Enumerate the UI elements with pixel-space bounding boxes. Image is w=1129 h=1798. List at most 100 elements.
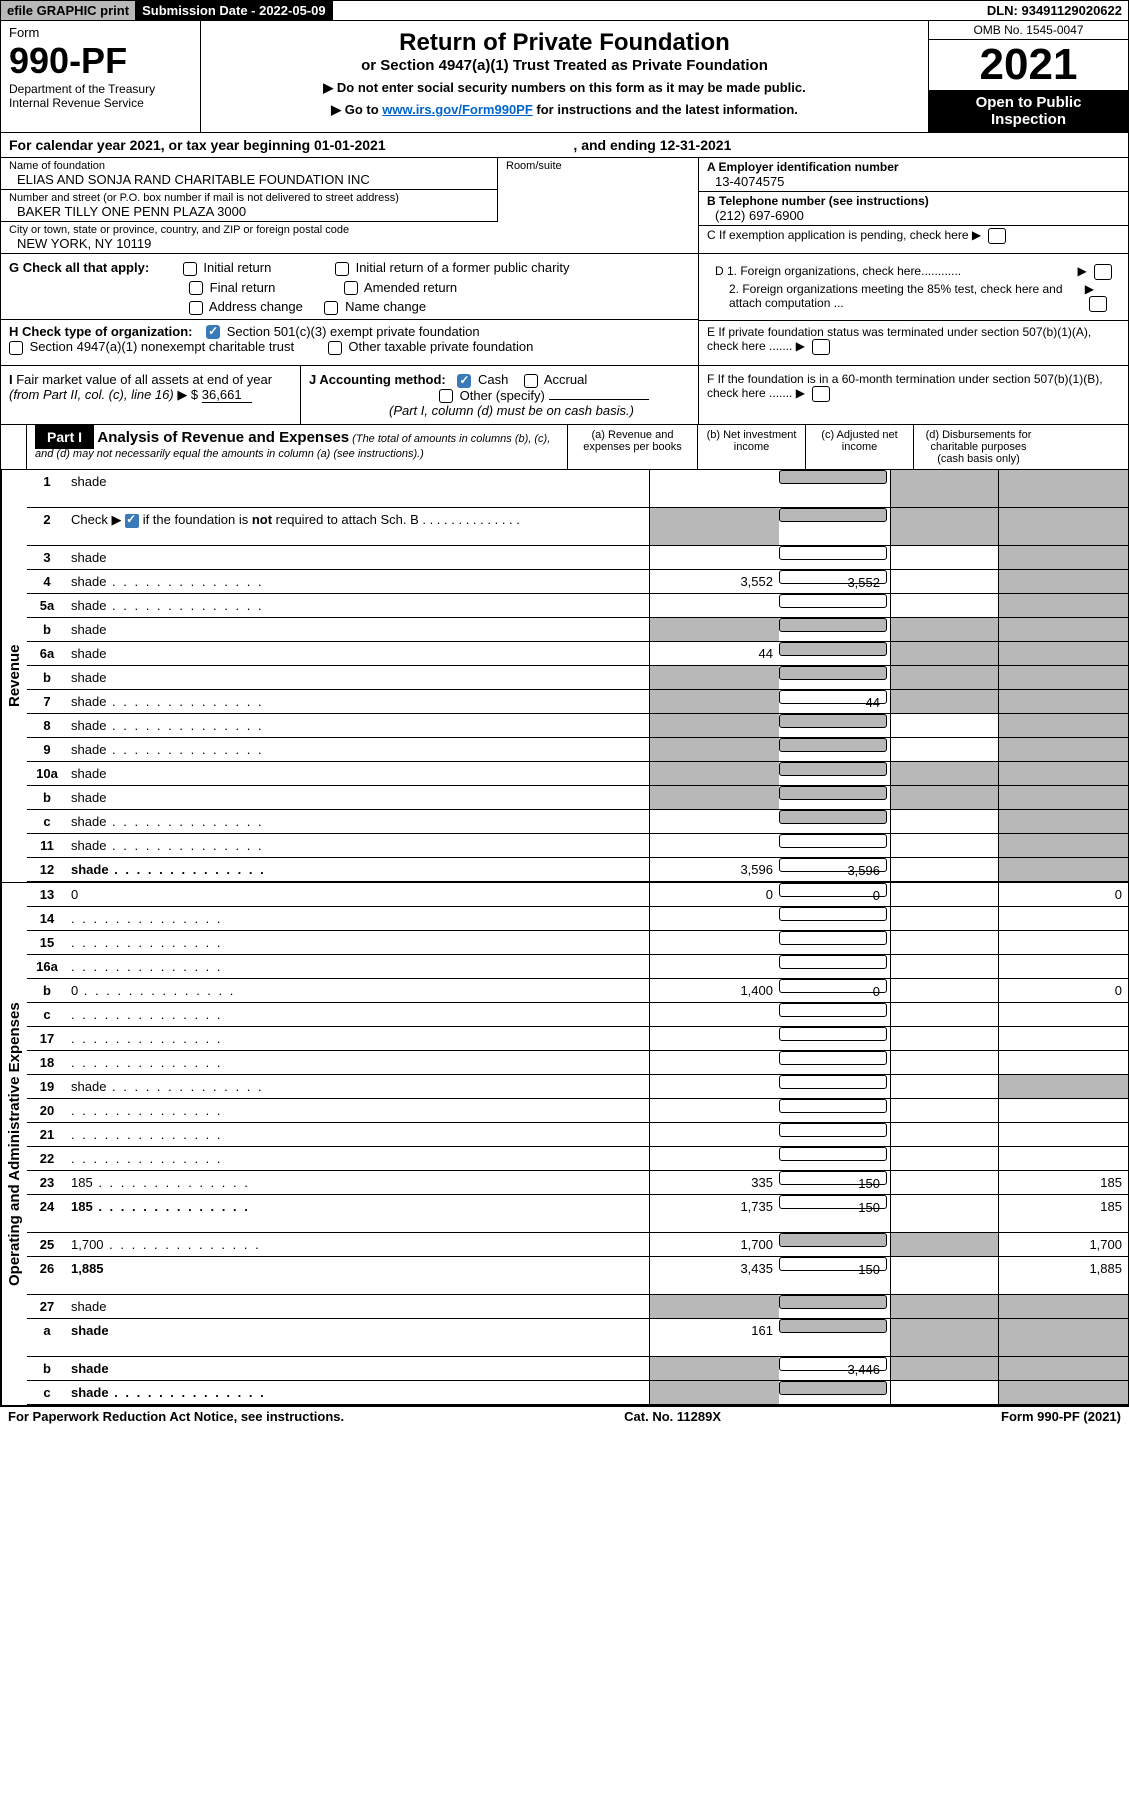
table-row: 24 185 1,735150185 xyxy=(27,1195,1128,1233)
table-cell: 0 xyxy=(998,979,1128,1002)
table-cell xyxy=(779,1147,887,1161)
table-row: c shade xyxy=(27,810,1128,834)
table-cell xyxy=(779,907,887,921)
ein-value: 13-4074575 xyxy=(707,174,1120,189)
table-cell xyxy=(779,1381,887,1395)
irs-link[interactable]: www.irs.gov/Form990PF xyxy=(382,102,533,117)
line-description: 185 xyxy=(67,1195,649,1232)
table-cell xyxy=(649,955,779,978)
table-cell xyxy=(998,1319,1128,1356)
501c3-cb[interactable] xyxy=(206,325,220,339)
table-cell xyxy=(779,594,887,608)
table-cell xyxy=(998,738,1128,761)
cat-no: Cat. No. 11289X xyxy=(624,1409,721,1424)
amended-cb[interactable] xyxy=(344,281,358,295)
e-label: E If private foundation status was termi… xyxy=(707,325,1091,353)
table-cell xyxy=(779,642,887,656)
table-cell xyxy=(649,1099,779,1122)
table-cell xyxy=(890,883,998,906)
line-description: 0 xyxy=(67,883,649,906)
addr-change-cb[interactable] xyxy=(189,301,203,315)
initial-return-cb[interactable] xyxy=(183,262,197,276)
table-row: 10a shade xyxy=(27,762,1128,786)
line-description: shade xyxy=(67,1295,649,1318)
line-number: 27 xyxy=(27,1295,67,1318)
line-number: 12 xyxy=(27,858,67,881)
irs-label: Internal Revenue Service xyxy=(9,96,192,110)
line-description: 1,885 xyxy=(67,1257,649,1294)
table-cell xyxy=(779,1233,887,1247)
table-cell xyxy=(998,690,1128,713)
line-number: 11 xyxy=(27,834,67,857)
form-subtitle: or Section 4947(a)(1) Trust Treated as P… xyxy=(209,57,920,74)
ssn-note: ▶ Do not enter social security numbers o… xyxy=(209,80,920,96)
table-cell xyxy=(649,786,779,809)
table-row: 6a shade 44 xyxy=(27,642,1128,666)
room-suite-label: Room/suite xyxy=(498,158,698,222)
table-cell xyxy=(779,786,887,800)
table-cell xyxy=(779,1003,887,1017)
line-number: c xyxy=(27,1003,67,1026)
line-number: 24 xyxy=(27,1195,67,1232)
table-cell xyxy=(779,955,887,969)
address-label: Number and street (or P.O. box number if… xyxy=(9,192,489,204)
d1-checkbox[interactable] xyxy=(1094,264,1112,280)
table-cell: 3,552 xyxy=(649,570,779,593)
expense-section: Operating and Administrative Expenses 13… xyxy=(0,883,1129,1406)
table-cell xyxy=(998,714,1128,737)
4947-cb[interactable] xyxy=(9,341,23,355)
table-cell xyxy=(649,1123,779,1146)
other-method-cb[interactable] xyxy=(439,389,453,403)
foundation-name: ELIAS AND SONJA RAND CHARITABLE FOUNDATI… xyxy=(9,172,489,187)
form-header: Form 990-PF Department of the Treasury I… xyxy=(0,21,1129,133)
line-number: 5a xyxy=(27,594,67,617)
line-number: 14 xyxy=(27,907,67,930)
table-cell xyxy=(649,1381,779,1404)
line-description xyxy=(67,1003,649,1026)
table-row: 16a xyxy=(27,955,1128,979)
accrual-cb[interactable] xyxy=(524,374,538,388)
table-cell xyxy=(779,810,887,824)
col-a-header: (a) Revenue and expenses per books xyxy=(567,425,697,469)
e-checkbox[interactable] xyxy=(812,339,830,355)
table-row: 21 xyxy=(27,1123,1128,1147)
other-tax-cb[interactable] xyxy=(328,341,342,355)
name-change-cb[interactable] xyxy=(324,301,338,315)
table-cell xyxy=(890,1381,998,1404)
table-cell xyxy=(649,1147,779,1170)
final-return-cb[interactable] xyxy=(189,281,203,295)
line-number: a xyxy=(27,1319,67,1356)
table-cell xyxy=(998,546,1128,569)
cash-cb[interactable] xyxy=(457,374,471,388)
line-description: Check ▶ if the foundation is not require… xyxy=(67,508,649,545)
table-cell xyxy=(779,618,887,632)
table-row: 17 xyxy=(27,1027,1128,1051)
table-cell: 3,596 xyxy=(779,858,887,872)
line-description: shade xyxy=(67,834,649,857)
f-checkbox[interactable] xyxy=(812,386,830,402)
g-label: G Check all that apply: xyxy=(9,260,149,275)
d2-checkbox[interactable] xyxy=(1089,296,1107,312)
table-cell xyxy=(779,1099,887,1113)
table-cell xyxy=(649,1003,779,1026)
line-number: c xyxy=(27,1381,67,1404)
line-description: shade xyxy=(67,570,649,593)
line-description xyxy=(67,907,649,930)
line-description: shade xyxy=(67,618,649,641)
table-cell xyxy=(649,762,779,785)
table-row: 5a shade xyxy=(27,594,1128,618)
table-cell xyxy=(998,1295,1128,1318)
entity-info: Name of foundation ELIAS AND SONJA RAND … xyxy=(0,158,1129,254)
table-cell xyxy=(890,834,998,857)
table-cell xyxy=(890,931,998,954)
table-cell xyxy=(998,1357,1128,1380)
initial-former-cb[interactable] xyxy=(335,262,349,276)
table-cell xyxy=(998,762,1128,785)
table-cell xyxy=(649,1357,779,1380)
line-description xyxy=(67,1147,649,1170)
line-description: shade xyxy=(67,546,649,569)
table-cell xyxy=(649,690,779,713)
table-cell xyxy=(649,834,779,857)
table-row: 18 xyxy=(27,1051,1128,1075)
c-checkbox[interactable] xyxy=(988,228,1006,244)
